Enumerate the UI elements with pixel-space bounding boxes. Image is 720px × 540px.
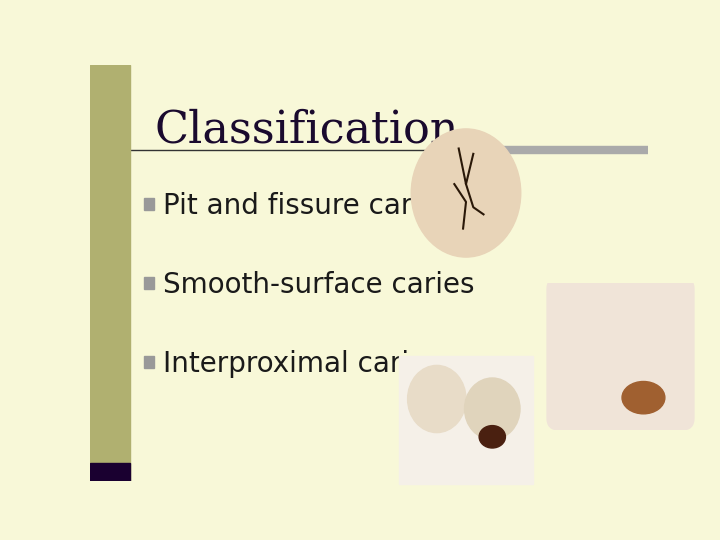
Ellipse shape — [464, 378, 520, 440]
Ellipse shape — [408, 366, 466, 433]
Ellipse shape — [411, 129, 521, 257]
Bar — [498, 146, 648, 153]
Bar — [90, 65, 130, 481]
Bar — [143, 356, 153, 368]
FancyBboxPatch shape — [547, 277, 694, 430]
Text: Classification: Classification — [154, 109, 459, 152]
Text: Smooth-surface caries: Smooth-surface caries — [163, 271, 474, 299]
Text: Interproximal caries: Interproximal caries — [163, 350, 440, 378]
Text: Pit and fissure caries: Pit and fissure caries — [163, 192, 451, 220]
Bar — [90, 463, 130, 481]
Ellipse shape — [622, 381, 665, 414]
Bar — [143, 277, 153, 289]
Ellipse shape — [479, 426, 505, 448]
Bar — [143, 198, 153, 210]
